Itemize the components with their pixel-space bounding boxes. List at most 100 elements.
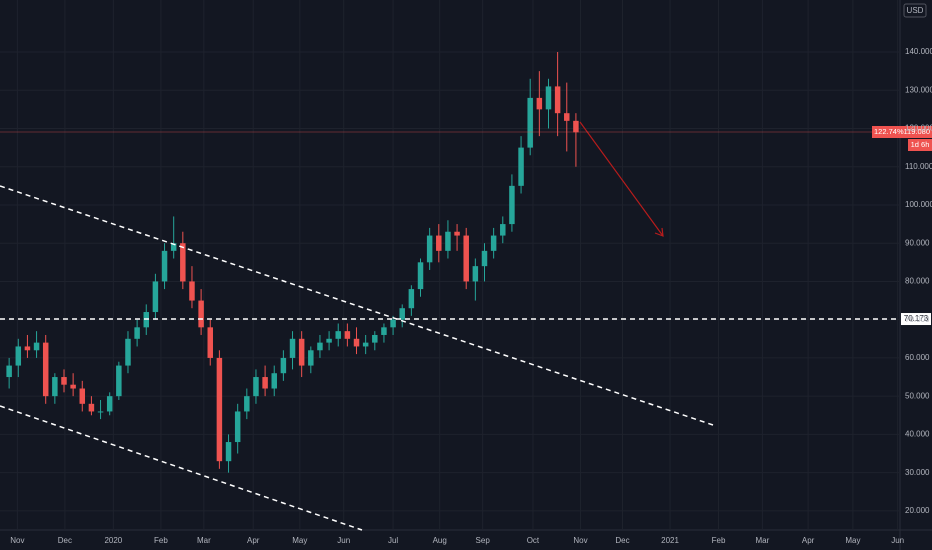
- candle-body: [152, 281, 159, 313]
- candle-body: [463, 235, 469, 282]
- forecast-arrow-head: [654, 227, 664, 237]
- currency-box[interactable]: [903, 3, 927, 18]
- last-change-label: 122.74%: [874, 127, 904, 136]
- candle-body: [408, 289, 415, 309]
- candle-body: [271, 373, 277, 389]
- x-tick-label: Jun: [337, 536, 350, 545]
- candle-body: [454, 231, 460, 236]
- y-tick-label: 20.000: [905, 506, 930, 515]
- candle-body: [445, 231, 451, 251]
- x-tick-label: May: [292, 536, 307, 545]
- last-price-label: 119.080: [903, 127, 930, 136]
- x-tick-label: Aug: [433, 536, 447, 545]
- candle-body: [33, 342, 40, 351]
- level-label-box: [901, 313, 931, 326]
- candle-body: [500, 224, 506, 236]
- candle-body: [335, 331, 341, 339]
- candle-body: [381, 327, 387, 335]
- x-tick-label: Jun: [891, 536, 904, 545]
- candle-body: [234, 411, 241, 443]
- candle-body: [106, 396, 113, 412]
- x-tick-label: Jul: [388, 536, 398, 545]
- candle-body: [308, 350, 314, 366]
- candle-body: [125, 338, 131, 366]
- candle-body: [262, 377, 268, 389]
- candle-body: [79, 388, 86, 404]
- x-tick-label: Mar: [197, 536, 211, 545]
- candle-body: [24, 346, 31, 351]
- x-tick-label: 2020: [104, 536, 122, 545]
- x-tick-label: Nov: [573, 536, 587, 545]
- candle-body: [317, 342, 323, 351]
- candle-body: [518, 147, 524, 186]
- y-tick-label: 90.000: [905, 238, 930, 247]
- x-tick-label: Dec: [58, 536, 72, 545]
- y-tick-label: 110.000: [905, 162, 932, 171]
- candle-body: [189, 281, 195, 301]
- x-tick-label: Apr: [802, 536, 815, 545]
- candle-body: [536, 97, 543, 110]
- candle-body: [564, 113, 570, 121]
- y-tick-label: 60.000: [905, 353, 930, 362]
- y-tick-label: 50.000: [905, 391, 930, 400]
- candle-body: [362, 342, 369, 347]
- candle-body: [61, 377, 67, 385]
- candle-body: [481, 250, 488, 267]
- candle-body: [116, 365, 122, 397]
- y-tick-label: 130.000: [905, 85, 932, 94]
- candle-body: [372, 334, 378, 343]
- y-tick-label: 100.000: [905, 200, 932, 209]
- candle-body: [52, 377, 58, 397]
- candle-body: [88, 403, 95, 412]
- candle-body: [134, 327, 140, 339]
- candle-body: [554, 86, 561, 114]
- candle-body: [70, 384, 76, 389]
- y-tick-label: 40.000: [905, 430, 930, 439]
- candle-body: [509, 185, 515, 225]
- candle-body: [545, 86, 552, 110]
- x-tick-label: Apr: [247, 536, 260, 545]
- y-tick-label: 120.000: [905, 124, 932, 133]
- drawings: [0, 121, 714, 531]
- y-tick-label: 80.000: [905, 277, 930, 286]
- x-tick-label: May: [845, 536, 860, 545]
- candle-body: [326, 338, 332, 343]
- x-tick-label: Feb: [154, 536, 168, 545]
- candle-body: [527, 97, 533, 148]
- candle-body: [207, 327, 213, 358]
- candle-body: [253, 377, 259, 397]
- forecast-arrow: [579, 121, 664, 237]
- x-tick-label: Oct: [527, 536, 540, 545]
- x-tick-label: 2021: [661, 536, 679, 545]
- candle-body: [6, 365, 12, 378]
- level-label: 70.173: [904, 314, 929, 323]
- candle-body: [180, 243, 186, 282]
- candle-body: [573, 120, 579, 133]
- candle-body: [436, 235, 442, 251]
- x-tick-label: Nov: [10, 536, 24, 545]
- candle-body: [399, 308, 405, 320]
- candle-body: [15, 346, 22, 366]
- candle-body: [170, 243, 177, 251]
- x-tick-label: Mar: [756, 536, 770, 545]
- candle-body: [426, 235, 433, 263]
- candle-body: [97, 411, 104, 413]
- y-tick-label: 140.000: [905, 47, 932, 56]
- countdown-box: [908, 139, 932, 152]
- candle-body: [353, 338, 360, 347]
- candle-body: [244, 396, 250, 412]
- trendline-lower: [0, 405, 363, 531]
- candle-body: [344, 331, 351, 339]
- countdown-label: 1d 6h: [911, 140, 930, 149]
- currency-label: USD: [907, 6, 924, 15]
- candle-body: [225, 442, 232, 462]
- y-tick-label: 70.000: [905, 315, 930, 324]
- overlay: 70.173 122.74% 119.080 1d 6h: [0, 126, 932, 326]
- x-tick-label: Dec: [615, 536, 629, 545]
- candle-body: [198, 300, 204, 328]
- candle-body: [216, 357, 223, 462]
- candle-body: [417, 262, 424, 290]
- candle-body: [298, 338, 305, 366]
